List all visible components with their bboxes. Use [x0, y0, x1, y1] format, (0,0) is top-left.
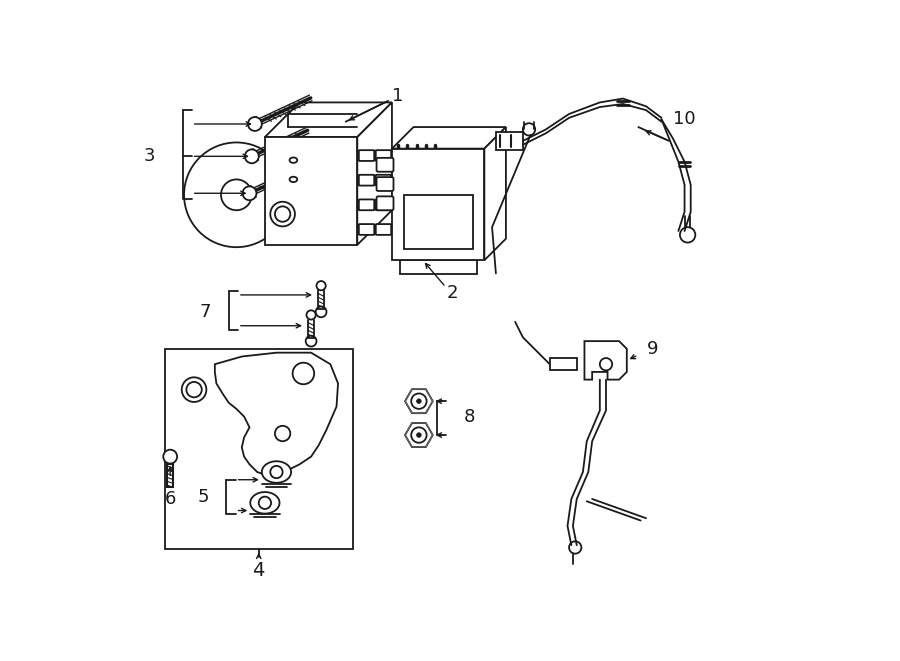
Text: 1: 1	[392, 87, 404, 105]
Text: 3: 3	[144, 147, 155, 165]
Ellipse shape	[262, 461, 291, 483]
Polygon shape	[392, 127, 506, 149]
FancyBboxPatch shape	[376, 150, 392, 161]
Polygon shape	[405, 389, 433, 413]
Polygon shape	[484, 127, 506, 260]
Polygon shape	[392, 149, 484, 260]
Circle shape	[417, 399, 421, 403]
Text: 6: 6	[165, 490, 176, 508]
Polygon shape	[265, 137, 357, 245]
FancyBboxPatch shape	[376, 200, 392, 210]
Polygon shape	[550, 358, 577, 370]
Text: 7: 7	[200, 303, 212, 321]
Polygon shape	[405, 423, 433, 447]
Bar	[165, 349, 354, 549]
Text: 9: 9	[646, 340, 658, 358]
FancyBboxPatch shape	[359, 175, 374, 186]
FancyBboxPatch shape	[359, 150, 374, 161]
Circle shape	[417, 433, 421, 438]
Polygon shape	[400, 260, 477, 274]
Polygon shape	[584, 341, 626, 379]
Text: 4: 4	[253, 561, 265, 580]
FancyBboxPatch shape	[376, 224, 392, 235]
Polygon shape	[357, 102, 392, 245]
Circle shape	[245, 149, 258, 163]
Circle shape	[184, 143, 289, 247]
Text: 2: 2	[446, 284, 458, 302]
FancyBboxPatch shape	[359, 200, 374, 210]
Text: 5: 5	[198, 488, 209, 506]
Polygon shape	[265, 102, 392, 137]
FancyBboxPatch shape	[359, 224, 374, 235]
Circle shape	[163, 449, 177, 463]
FancyBboxPatch shape	[376, 175, 392, 186]
FancyBboxPatch shape	[376, 177, 393, 191]
Circle shape	[248, 117, 262, 131]
Text: 10: 10	[673, 110, 696, 128]
Polygon shape	[215, 353, 338, 476]
Ellipse shape	[250, 492, 280, 514]
Circle shape	[182, 377, 206, 402]
Circle shape	[243, 186, 256, 200]
FancyBboxPatch shape	[376, 158, 393, 172]
FancyBboxPatch shape	[376, 196, 393, 210]
Bar	[403, 195, 472, 249]
Polygon shape	[496, 132, 523, 150]
Text: 8: 8	[464, 408, 474, 426]
